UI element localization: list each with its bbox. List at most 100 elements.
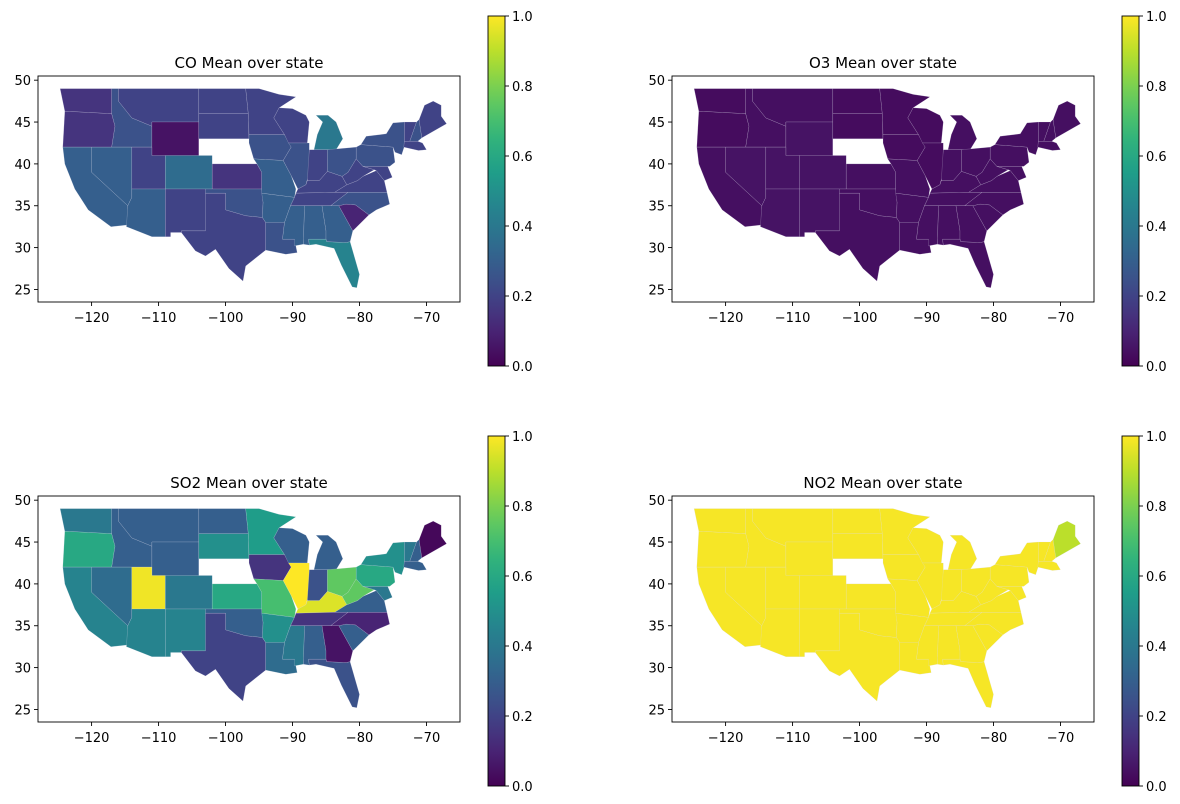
colorbar-tick-label: 0.8: [1146, 500, 1167, 515]
state-ma: [403, 141, 427, 151]
y-tick-label: 50: [14, 494, 31, 509]
colorbar-tick-label: 0.4: [512, 640, 533, 655]
state-wa: [59, 508, 112, 534]
y-tick-label: 45: [648, 116, 665, 131]
y-tick-label: 35: [648, 620, 665, 635]
y-tick-label: 25: [14, 283, 31, 298]
state-mi: [313, 115, 343, 150]
state-wy: [785, 541, 833, 576]
x-tick-label: −90: [913, 311, 940, 326]
colorbar-gradient: [1121, 435, 1140, 787]
state-or: [62, 111, 116, 148]
state-ks: [212, 583, 262, 610]
state-wy: [151, 541, 199, 576]
state-ma: [403, 561, 427, 571]
y-tick-label: 25: [648, 283, 665, 298]
colorbar-tick-label: 1.0: [512, 430, 533, 445]
state-az: [126, 188, 166, 237]
y-tick-label: 35: [14, 620, 31, 635]
x-tick-label: −110: [775, 311, 811, 326]
state-map: [693, 508, 1081, 708]
state-fl: [942, 659, 994, 708]
colorbar-tick-label: 0.6: [512, 150, 533, 165]
colorbar-tick-label: 0.2: [512, 290, 533, 305]
state-mi: [947, 115, 977, 150]
state-nh: [409, 119, 422, 142]
chart-title: NO2 Mean over state: [803, 474, 962, 492]
state-wy: [151, 121, 199, 156]
state-ia: [882, 554, 926, 581]
colorbar-tick-label: 0.0: [1146, 780, 1167, 795]
state-wa: [693, 508, 746, 534]
state-ms: [916, 625, 939, 667]
colorbar-tick-label: 0.0: [1146, 360, 1167, 375]
state-or: [696, 111, 750, 148]
x-tick-label: −70: [1047, 731, 1074, 746]
colorbar-tick-label: 0.8: [1146, 80, 1167, 95]
state-wa: [693, 88, 746, 114]
colorbar-tick-label: 0.8: [512, 500, 533, 515]
state-pa: [990, 564, 1030, 587]
state-pa: [356, 564, 396, 587]
state-ms: [916, 205, 939, 247]
chart-panel-1: −120 −110 −100 −90 −80 −70 25 30 35 40 45 50 CO Mean…: [14, 10, 532, 375]
y-tick-label: 30: [14, 242, 31, 257]
y-tick-label: 40: [648, 578, 665, 593]
x-tick-label: −80: [346, 731, 373, 746]
colorbar-tick-label: 0.6: [512, 570, 533, 585]
state-me: [1052, 520, 1081, 559]
x-tick-label: −90: [913, 731, 940, 746]
state-co: [799, 575, 847, 610]
colorbar-gradient: [1121, 15, 1140, 367]
state-fl: [942, 239, 994, 288]
state-me: [1052, 100, 1081, 139]
x-tick-label: −110: [775, 731, 811, 746]
y-tick-label: 50: [14, 74, 31, 89]
colorbar-tick-label: 0.0: [512, 360, 533, 375]
state-nm: [799, 188, 840, 237]
axes-frame: [671, 75, 1095, 303]
state-nd: [832, 508, 883, 534]
state-map: [59, 508, 447, 708]
y-tick-label: 35: [14, 200, 31, 215]
chart-title: O3 Mean over state: [809, 54, 957, 72]
y-tick-label: 45: [648, 536, 665, 551]
state-ma: [1037, 561, 1061, 571]
state-ks: [846, 583, 896, 610]
state-az: [126, 608, 166, 657]
state-ms: [282, 205, 305, 247]
y-tick-label: 35: [648, 200, 665, 215]
axes-frame: [37, 495, 461, 723]
state-mi: [947, 535, 977, 570]
state-ia: [882, 134, 926, 161]
x-tick-label: −120: [708, 311, 744, 326]
state-map: [59, 88, 447, 288]
colorbar-tick-label: 0.6: [1146, 570, 1167, 585]
y-tick-label: 45: [14, 536, 31, 551]
state-nh: [409, 539, 422, 562]
axes-frame: [37, 75, 461, 303]
state-or: [696, 531, 750, 568]
x-tick-label: −90: [279, 731, 306, 746]
x-tick-label: −70: [413, 731, 440, 746]
colorbar-tick-label: 0.2: [1146, 290, 1167, 305]
state-nd: [198, 88, 249, 114]
state-wy: [785, 121, 833, 156]
state-map: [693, 88, 1081, 288]
colorbar-gradient: [487, 435, 506, 787]
state-sd: [832, 113, 884, 139]
state-pa: [990, 144, 1030, 167]
x-tick-label: −100: [208, 311, 244, 326]
colorbar-tick-label: 0.8: [512, 80, 533, 95]
colorbar-tick-label: 0.4: [512, 220, 533, 235]
state-nm: [165, 608, 206, 657]
y-tick-label: 40: [648, 158, 665, 173]
y-tick-label: 50: [648, 74, 665, 89]
colorbar: 0.0 0.2 0.4 0.6 0.8 1.0: [1121, 10, 1167, 375]
state-sd: [198, 113, 250, 139]
colorbar-tick-label: 0.2: [512, 710, 533, 725]
x-tick-label: −80: [980, 311, 1007, 326]
state-az: [760, 608, 800, 657]
state-co: [799, 155, 847, 190]
